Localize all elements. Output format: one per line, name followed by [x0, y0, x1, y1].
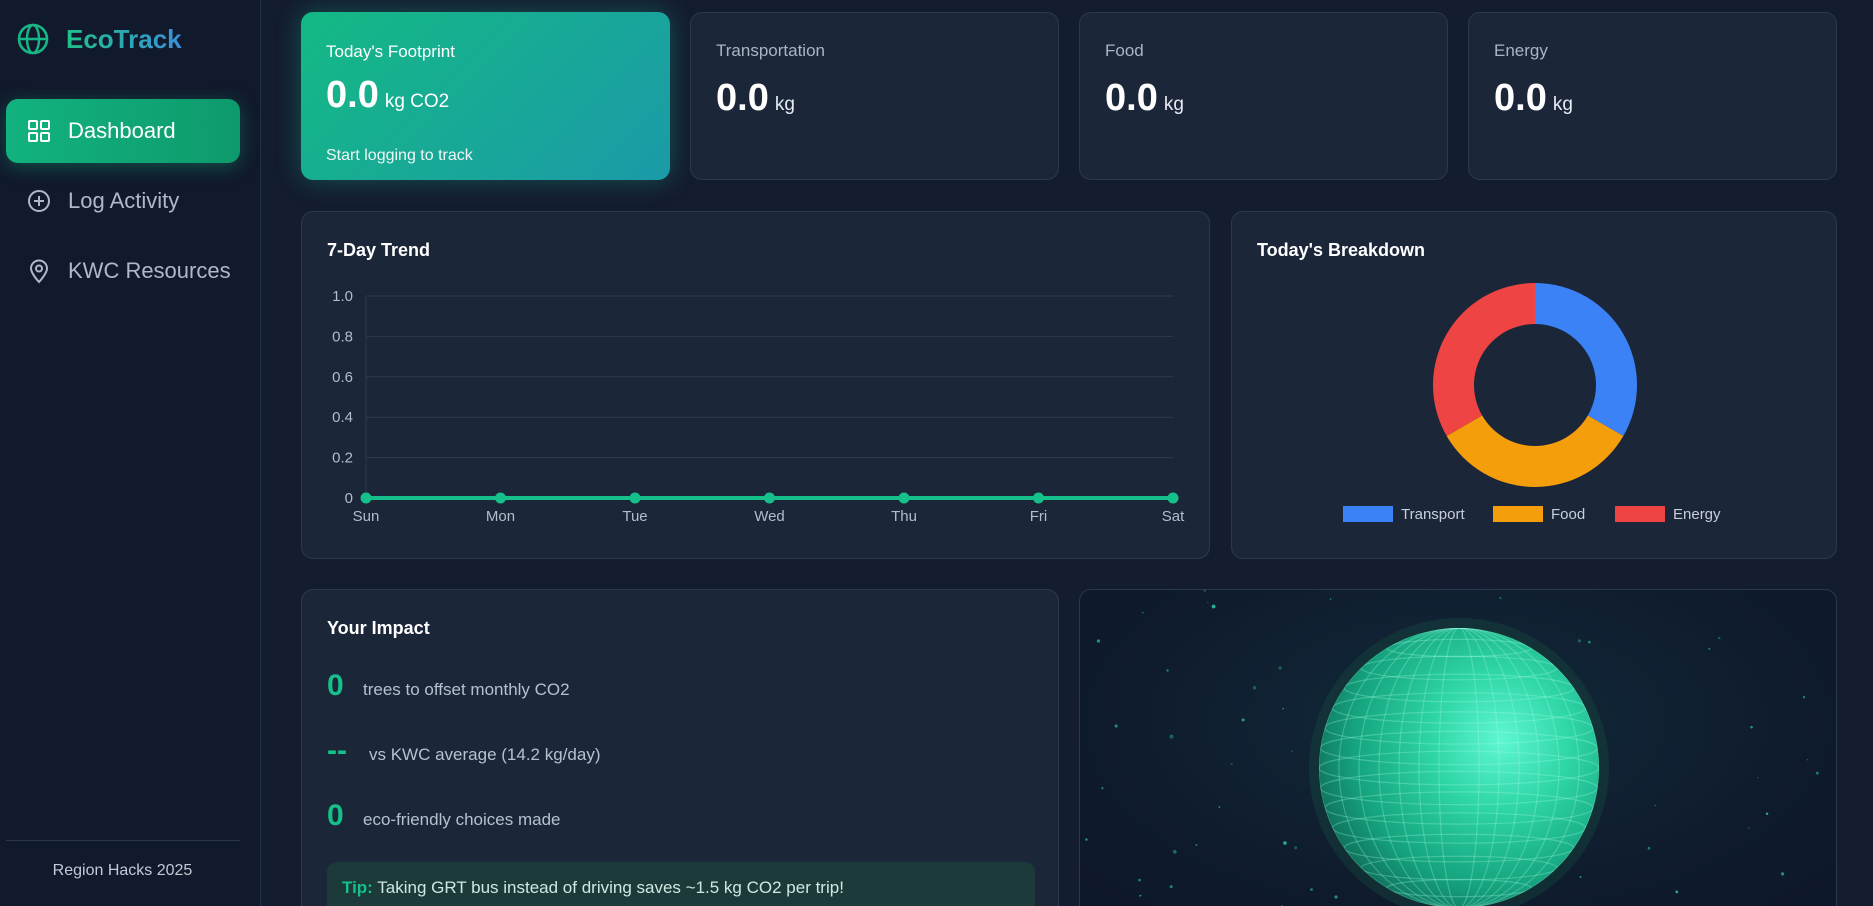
legend-label-food[interactable]: Food [1551, 506, 1585, 523]
trend-card: 7-Day Trend 0 0.2 0.4 0.6 0.8 1.0 Sun Mon Tue Wed… [301, 211, 1210, 559]
tip-text: Taking GRT bus instead of driving saves … [377, 878, 844, 897]
today-footprint-subtext: Start logging to track [326, 147, 473, 164]
legend-swatch-food[interactable] [1493, 506, 1543, 522]
legend-label-transport[interactable]: Transport [1401, 506, 1465, 523]
impact-choices-text: eco-friendly choices made [363, 810, 561, 829]
sidebar: EcoTrack Dashboard Log Activity [0, 0, 261, 906]
x-tick-label: Wed [754, 508, 785, 525]
nav-item-log-activity[interactable]: Log Activity [6, 169, 240, 233]
plus-circle-icon [28, 190, 50, 212]
x-tick-label: Mon [486, 508, 515, 525]
trend-point[interactable] [629, 492, 641, 504]
energy-value: 0.0 [1494, 77, 1547, 119]
trend-point[interactable] [1167, 492, 1179, 504]
transportation-unit: kg [774, 94, 795, 115]
sidebar-nav: Dashboard Log Activity KWC Resources [6, 99, 240, 309]
energy-unit: kg [1552, 94, 1573, 115]
trend-point[interactable] [898, 492, 910, 504]
impact-trees-text: trees to offset monthly CO2 [363, 680, 570, 699]
x-tick-label: Sat [1162, 508, 1185, 525]
trend-point[interactable] [360, 492, 372, 504]
globe-logo-icon [17, 23, 49, 55]
donut-slice-energy[interactable] [1433, 283, 1535, 436]
impact-trees-row: 0 trees to offset monthly CO2 [327, 669, 570, 703]
transportation-label: Transportation [716, 41, 825, 60]
breakdown-title: Today's Breakdown [1257, 240, 1425, 260]
grid-icon [28, 120, 50, 142]
trend-point[interactable] [764, 492, 775, 504]
food-card: Food 0.0 kg [1079, 12, 1448, 180]
legend-swatch-transport[interactable] [1343, 506, 1393, 522]
nav-item-dashboard[interactable]: Dashboard [6, 99, 240, 163]
y-tick-label: 1.0 [332, 288, 353, 305]
brand[interactable]: EcoTrack [16, 22, 182, 56]
energy-card: Energy 0.0 kg [1468, 12, 1837, 180]
nav-item-label: Dashboard [68, 118, 176, 143]
today-footprint-unit: kg CO2 [384, 91, 450, 112]
y-tick-label: 0.8 [332, 328, 353, 345]
transportation-value-row: 0.0 kg [716, 77, 795, 120]
today-footprint-card: Today's Footprint 0.0 kg CO2 Start loggin… [301, 12, 670, 180]
breakdown-card: Today's Breakdown Transport Food Energy [1231, 211, 1837, 559]
globe-visual-card [1079, 589, 1837, 906]
legend-label-energy[interactable]: Energy [1673, 506, 1721, 523]
today-footprint-label: Today's Footprint [326, 42, 455, 61]
map-pin-icon [29, 259, 49, 284]
y-tick-label: 0.4 [332, 409, 353, 426]
trend-chart[interactable]: 0 0.2 0.4 0.6 0.8 1.0 Sun Mon Tue Wed Thu Fri Sat [302, 212, 1211, 560]
food-unit: kg [1163, 94, 1184, 115]
impact-choices-row: 0 eco-friendly choices made [327, 799, 560, 833]
impact-vs-text: vs KWC average (14.2 kg/day) [369, 745, 601, 764]
impact-title: Your Impact [327, 618, 430, 638]
donut-slice-transport[interactable] [1535, 283, 1637, 436]
energy-label: Energy [1494, 41, 1548, 60]
impact-choices-value: 0 [327, 799, 344, 832]
y-tick-label: 0 [345, 490, 353, 507]
y-tick-label: 0.2 [332, 450, 353, 467]
breakdown-chart[interactable]: Transport Food Energy [1232, 212, 1838, 560]
transportation-card: Transportation 0.0 kg [690, 12, 1059, 180]
x-tick-label: Thu [891, 508, 917, 525]
impact-vs-value: -- [327, 734, 347, 767]
trend-title: 7-Day Trend [327, 240, 431, 260]
donut-slice-food[interactable] [1446, 415, 1624, 488]
y-tick-label: 0.6 [332, 369, 353, 386]
nav-item-label: Log Activity [68, 188, 180, 213]
impact-card: Your Impact 0 trees to offset monthly CO… [301, 589, 1059, 906]
today-footprint-value-row: 0.0 kg CO2 [326, 74, 449, 117]
sidebar-footer: Region Hacks 2025 [52, 862, 193, 879]
food-value-row: 0.0 kg [1105, 77, 1184, 120]
transportation-value: 0.0 [716, 77, 769, 119]
nav-item-label: KWC Resources [68, 258, 231, 283]
x-tick-label: Fri [1030, 508, 1048, 525]
impact-vs-row: -- vs KWC average (14.2 kg/day) [327, 734, 600, 768]
legend-swatch-energy[interactable] [1615, 506, 1665, 522]
brand-name: EcoTrack [66, 23, 182, 54]
x-tick-label: Tue [622, 508, 647, 525]
today-footprint-value: 0.0 [326, 74, 379, 116]
energy-value-row: 0.0 kg [1494, 77, 1573, 120]
trend-point[interactable] [1033, 492, 1044, 504]
globe-illustration [1085, 590, 1819, 906]
food-label: Food [1105, 41, 1144, 60]
x-tick-label: Sun [353, 508, 380, 525]
tip-box: Tip: Taking GRT bus instead of driving s… [327, 862, 1035, 906]
nav-item-kwc-resources[interactable]: KWC Resources [6, 239, 240, 303]
sidebar-divider [6, 840, 240, 841]
tip-label: Tip: [342, 878, 373, 897]
trend-point[interactable] [495, 492, 506, 504]
food-value: 0.0 [1105, 77, 1158, 119]
impact-trees-value: 0 [327, 669, 344, 702]
